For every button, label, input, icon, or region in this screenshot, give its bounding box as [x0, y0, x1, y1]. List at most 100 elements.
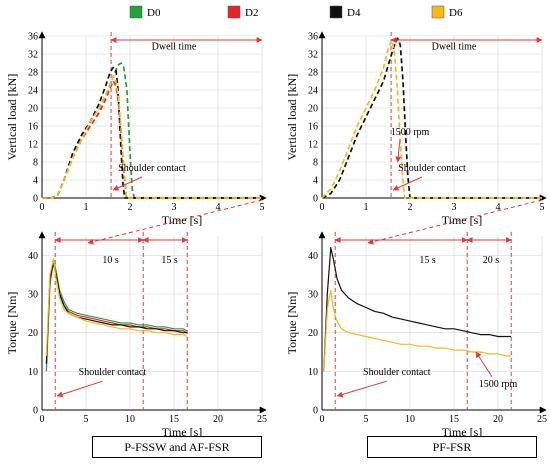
series-line-d4 [321, 37, 542, 199]
annotation-shoulder-contact: Shoulder contact [118, 163, 186, 174]
x-tick-label: 5 [364, 414, 369, 425]
y-tick-label: 20 [28, 328, 38, 339]
y-tick-label: 4 [313, 176, 318, 187]
connector-right [367, 199, 543, 245]
x-tick-label: 25 [537, 414, 547, 425]
y-tick-label: 30 [308, 290, 318, 301]
y-tick-label: 36 [308, 32, 318, 43]
x-axis-label: Time [s] [442, 213, 483, 227]
y-axis-label: Torque [Nm] [285, 292, 299, 355]
x-tick-label: 10 [405, 414, 415, 425]
shoulder-contact-arrow [336, 380, 387, 398]
x-tick-label: 0 [320, 414, 325, 425]
panel-title-right: PF-FSR [367, 436, 537, 458]
y-axis-label: Torque [Nm] [5, 292, 19, 355]
series-line-d4 [42, 66, 262, 199]
x-tick-label: 5 [84, 414, 89, 425]
y-tick-label: 0 [313, 406, 318, 417]
x-axis-label: Time [s] [162, 425, 203, 439]
legend-label-d2: D2 [245, 7, 258, 19]
series-line-d6 [45, 258, 188, 356]
annotation-shoulder-contact: Shoulder contact [363, 367, 431, 378]
y-tick-label: 0 [33, 406, 38, 417]
annotation-shoulder-contact: Shoulder contact [79, 367, 147, 378]
y-tick-label: 16 [28, 122, 38, 133]
y-tick-label: 0 [313, 194, 318, 205]
annotation-dwell-time: Dwell time [432, 42, 477, 53]
y-axis-label: Vertical load [kN] [5, 74, 19, 161]
rpm-pointer-arrow [395, 138, 402, 163]
y-tick-label: 16 [308, 122, 318, 133]
x-tick-label: 1 [84, 202, 89, 213]
x-tick-label: 20 [213, 414, 223, 425]
y-tick-label: 20 [308, 328, 318, 339]
x-tick-label: 2 [128, 202, 133, 213]
x-tick-label: 5 [260, 202, 265, 213]
annotation-1500-rpm: 1500 rpm [479, 379, 518, 390]
series-line-d0 [42, 62, 262, 199]
y-tick-label: 28 [308, 68, 318, 79]
rpm-pointer-arrow [475, 351, 493, 378]
x-axis-label: Time [s] [442, 425, 483, 439]
shoulder-contact-arrow [56, 380, 103, 398]
x-tick-label: 25 [257, 414, 267, 425]
legend-label-d6: D6 [449, 7, 463, 19]
x-tick-label: 15 [169, 414, 179, 425]
y-tick-label: 8 [313, 158, 318, 169]
x-tick-label: 3 [452, 202, 457, 213]
y-tick-label: 20 [308, 104, 318, 115]
y-tick-label: 12 [308, 140, 318, 151]
annotation-15-s: 15 s [161, 255, 178, 266]
annotation-1500-rpm: 1500 rpm [391, 127, 430, 138]
chart-bottom-left: 0 5 10 15 20 25 0 10 20 30 40 Time [s] Torque [Nm] 10… [5, 231, 267, 439]
x-tick-label: 2 [408, 202, 413, 213]
x-tick-label: 15 [449, 414, 459, 425]
y-tick-label: 8 [33, 158, 38, 169]
x-tick-label: 0 [40, 202, 45, 213]
legend-label-d0: D0 [147, 7, 161, 19]
y-tick-label: 4 [33, 176, 38, 187]
y-tick-label: 20 [28, 104, 38, 115]
x-tick-label: 0 [320, 202, 325, 213]
chart-bottom-right: 0 5 10 15 20 25 0 10 20 30 40 Time [s] Torque [Nm] 15… [285, 231, 547, 439]
series-line-d0 [45, 258, 188, 372]
series-line-d4 [45, 262, 188, 364]
x-tick-label: 4 [496, 202, 501, 213]
connector-left [87, 199, 263, 245]
y-tick-label: 10 [28, 367, 38, 378]
x-tick-label: 5 [540, 202, 545, 213]
x-tick-label: 20 [493, 414, 503, 425]
y-tick-label: 0 [33, 194, 38, 205]
panel-title-left: P-FSSW and AF-FSR [92, 436, 262, 458]
y-tick-label: 40 [308, 251, 318, 262]
x-tick-label: 4 [216, 202, 221, 213]
connector-arrows [87, 199, 543, 245]
y-tick-label: 28 [28, 68, 38, 79]
y-tick-label: 24 [28, 86, 38, 97]
y-tick-label: 24 [308, 86, 318, 97]
y-tick-label: 30 [28, 290, 38, 301]
legend-swatch-d2 [227, 5, 241, 19]
y-tick-label: 12 [28, 140, 38, 151]
y-tick-label: 32 [28, 50, 38, 61]
y-tick-label: 32 [308, 50, 318, 61]
legend-label-d4: D4 [347, 7, 361, 19]
legend-swatch-d0 [129, 5, 143, 19]
y-tick-label: 40 [28, 251, 38, 262]
x-tick-label: 10 [125, 414, 135, 425]
x-axis-label: Time [s] [162, 213, 203, 227]
series-line-d6 [42, 75, 262, 199]
shoulder-contact-arrow [112, 176, 143, 191]
y-tick-label: 10 [308, 367, 318, 378]
annotation-10-s: 10 s [102, 255, 119, 266]
legend-swatch-d6 [431, 5, 445, 19]
x-tick-label: 3 [172, 202, 177, 213]
series-line-d2 [42, 80, 262, 199]
series-line-d6 [321, 39, 542, 199]
x-tick-label: 1 [364, 202, 369, 213]
annotation-shoulder-contact: Shoulder contact [398, 163, 466, 174]
legend-swatch-d4 [329, 5, 343, 19]
